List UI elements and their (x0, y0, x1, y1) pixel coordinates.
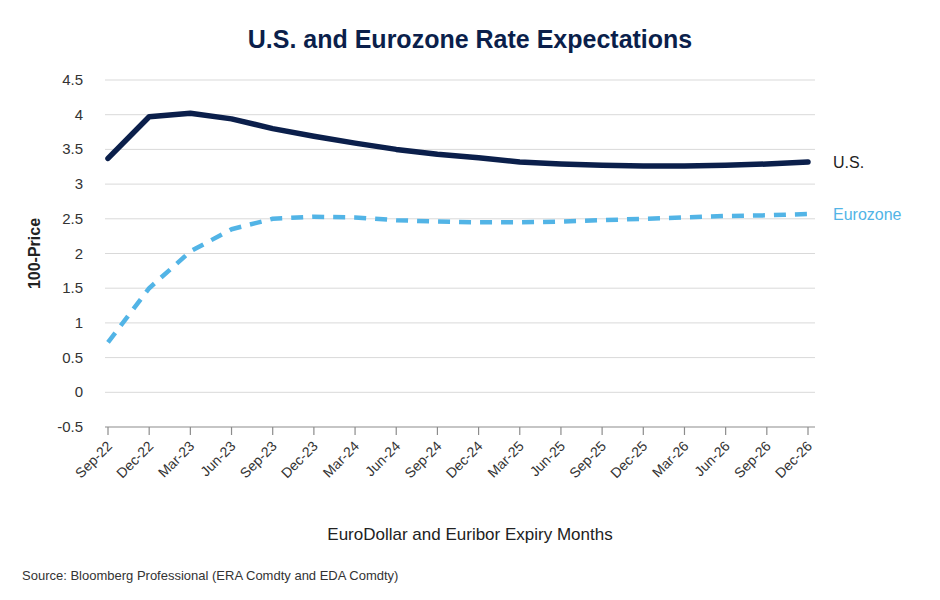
series-group (108, 113, 808, 342)
y-tick-label: 0.5 (62, 349, 83, 366)
x-tick-label: Jun-25 (526, 438, 568, 480)
grid-line (105, 357, 815, 358)
chart-container: U.S. and Eurozone Rate Expectations -0.5 0… (0, 0, 940, 600)
x-tick (602, 427, 603, 435)
x-axis-line (105, 426, 815, 427)
grid-line (105, 80, 815, 81)
source-note: Source: Bloomberg Professional (ERA Comd… (22, 568, 398, 583)
y-tick-label: 3 (75, 175, 83, 192)
x-tick-label: Jun-26 (691, 438, 733, 480)
x-tick-label: Dec-22 (113, 438, 156, 481)
title: U.S. and Eurozone Rate Expectations (248, 25, 693, 53)
x-tick-label: Dec-26 (772, 438, 815, 481)
x-tick-label: Jun-24 (362, 438, 404, 480)
y-tick-label: 1.5 (62, 279, 83, 296)
grid-line (105, 149, 815, 150)
x-tick (560, 427, 561, 435)
x-tick-label: Jun-23 (197, 438, 239, 480)
x-tick (272, 427, 273, 435)
grid-line (105, 253, 815, 254)
series-line (108, 214, 808, 342)
y-axis-title: 100-Price (26, 218, 43, 289)
y-tick-label: 1 (75, 314, 83, 331)
y-tick-label: 4.5 (62, 71, 83, 88)
chart-svg: U.S. and Eurozone Rate Expectations -0.5 0… (0, 0, 940, 600)
x-tick-label: Sep-24 (401, 438, 444, 481)
x-tick-label: Mar-24 (319, 438, 362, 481)
x-tick (354, 427, 355, 435)
x-tick (149, 427, 150, 435)
y-tick-label: 0 (75, 383, 83, 400)
x-tick-label: Dec-25 (607, 438, 650, 481)
x-tick-label: Mar-26 (649, 438, 692, 481)
x-tick (107, 427, 108, 435)
series-label: Eurozone (833, 206, 902, 223)
x-tick-label: Sep-26 (731, 438, 774, 481)
x-tick (313, 427, 314, 435)
grid (105, 80, 815, 392)
x-tick (231, 427, 232, 435)
grid-line (105, 218, 815, 219)
x-tick-label: Sep-22 (72, 438, 115, 481)
y-tick-label: 4 (75, 106, 83, 123)
x-tick (725, 427, 726, 435)
x-tick (766, 427, 767, 435)
grid-line (105, 184, 815, 185)
x-tick-label: Sep-25 (566, 438, 609, 481)
x-tick (396, 427, 397, 435)
x-axis-title: EuroDollar and Euribor Expiry Months (327, 525, 612, 544)
y-tick-label: 2 (75, 245, 83, 262)
x-tick (478, 427, 479, 435)
x-tick (807, 427, 808, 435)
y-tick-label: 2.5 (62, 210, 83, 227)
x-tick-label: Dec-24 (442, 438, 485, 481)
y-tick-label: -0.5 (57, 418, 83, 435)
x-tick-label: Dec-23 (278, 438, 321, 481)
x-tick-label: Mar-25 (484, 438, 527, 481)
y-tick-label: 3.5 (62, 140, 83, 157)
series-line (108, 113, 808, 166)
x-tick (437, 427, 438, 435)
grid-line (105, 322, 815, 323)
grid-line (105, 392, 815, 393)
x-tick (519, 427, 520, 435)
grid-line (105, 288, 815, 289)
x-tick (684, 427, 685, 435)
x-tick (190, 427, 191, 435)
x-tick-label: Sep-23 (237, 438, 280, 481)
series-label: U.S. (833, 154, 864, 171)
x-tick (643, 427, 644, 435)
x-tick-label: Mar-23 (155, 438, 198, 481)
